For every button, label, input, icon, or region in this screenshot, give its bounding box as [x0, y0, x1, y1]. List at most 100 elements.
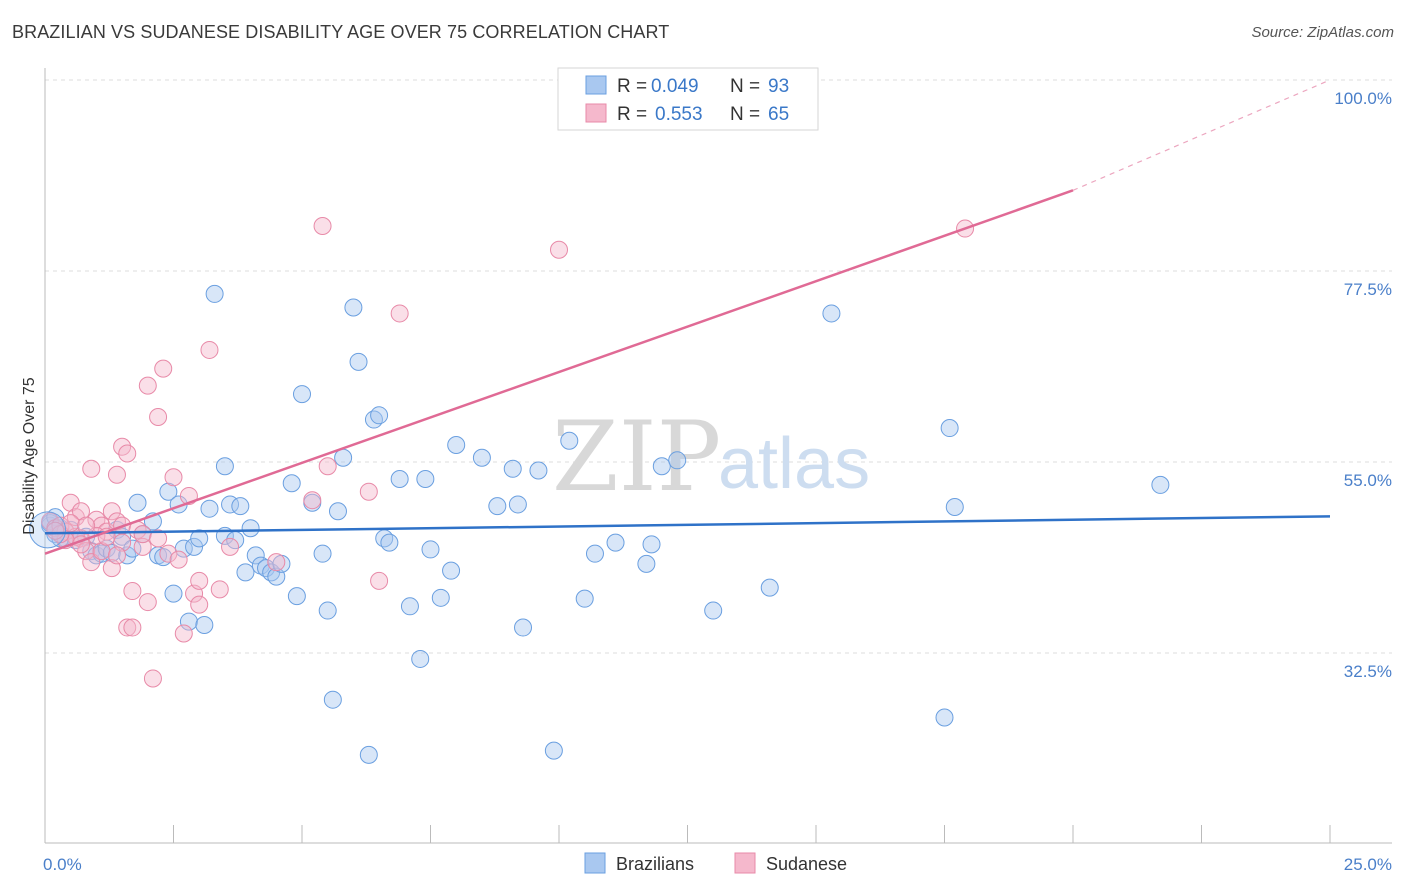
point-brazilians — [585, 544, 604, 563]
point-brazilians — [945, 497, 964, 516]
point-sudanese — [82, 459, 101, 478]
point-brazilians — [236, 563, 255, 582]
point-brazilians — [251, 556, 270, 575]
point-brazilians — [668, 451, 687, 470]
trend-lines — [44, 79, 1331, 555]
point-brazilians — [637, 554, 656, 573]
point-sudanese — [77, 516, 96, 535]
y-axis-label: Disability Age Over 75 — [21, 377, 38, 535]
legend-n-value: 65 — [768, 104, 789, 125]
x-tick-label: 0.0% — [43, 855, 82, 874]
legend-swatch-brazilians — [585, 75, 607, 95]
data-points — [29, 217, 1170, 764]
point-brazilians — [421, 540, 440, 559]
legend-swatch-sudanese — [585, 103, 607, 123]
point-sudanese — [164, 468, 183, 487]
point-sudanese — [190, 571, 209, 590]
point-sudanese — [149, 529, 168, 548]
point-brazilians — [205, 284, 224, 303]
bottom-legend-swatch-sudanese — [734, 852, 756, 874]
point-brazilians — [416, 469, 435, 488]
point-brazilians — [128, 493, 147, 512]
point-sudanese — [61, 514, 80, 533]
point-sudanese — [190, 595, 209, 614]
point-sudanese — [159, 544, 178, 563]
legend-n-label: N = — [730, 76, 760, 97]
point-sudanese — [71, 502, 90, 521]
point-brazilians — [195, 615, 214, 634]
point-brazilians — [334, 448, 353, 467]
point-brazilians — [323, 690, 342, 709]
bottom-legend-label-sudanese: Sudanese — [766, 854, 847, 874]
point-brazilians — [390, 469, 409, 488]
point-brazilians — [400, 597, 419, 616]
point-sudanese — [200, 340, 219, 359]
y-tick-label: 55.0% — [1344, 471, 1392, 490]
point-brazilians — [411, 649, 430, 668]
source-label: Source: ZipAtlas.com — [1251, 24, 1394, 41]
point-brazilians — [488, 497, 507, 516]
point-sudanese — [318, 457, 337, 476]
point-sudanese — [118, 444, 137, 463]
point-brazilians — [318, 601, 337, 620]
point-sudanese — [133, 537, 152, 556]
point-brazilians — [287, 587, 306, 606]
point-brazilians — [606, 533, 625, 552]
bottom-legend: Brazilians Sudanese — [584, 852, 847, 874]
point-sudanese — [174, 624, 193, 643]
watermark-atlas: atlas — [718, 424, 870, 504]
tick-labels: 32.5% 55.0% 77.5% 100.0% 0.0% 25.0% — [43, 89, 1392, 874]
point-sudanese — [133, 525, 152, 544]
point-sudanese — [107, 546, 126, 565]
chart-title: BRAZILIAN VS SUDANESE DISABILITY AGE OVE… — [12, 22, 670, 42]
point-brazilians — [380, 533, 399, 552]
point-brazilians — [503, 459, 522, 478]
point-brazilians — [164, 584, 183, 603]
point-brazilians — [704, 601, 723, 620]
point-brazilians — [472, 448, 491, 467]
point-sudanese — [149, 408, 168, 427]
point-sudanese — [359, 482, 378, 501]
point-brazilians — [185, 537, 204, 556]
point-brazilians — [359, 745, 378, 764]
bottom-legend-label-brazilians: Brazilians — [616, 854, 694, 874]
legend-n-value: 93 — [768, 76, 789, 97]
point-brazilians — [154, 548, 173, 567]
point-brazilians — [313, 544, 332, 563]
point-sudanese — [123, 618, 142, 637]
trend-line-brazilians — [44, 515, 1331, 535]
point-brazilians — [231, 497, 250, 516]
point-brazilians — [940, 419, 959, 438]
point-brazilians — [431, 588, 450, 607]
trend-line-sudanese-extension — [1072, 79, 1331, 191]
point-sudanese — [123, 582, 142, 601]
point-brazilians — [575, 589, 594, 608]
point-sudanese — [82, 553, 101, 572]
point-sudanese — [143, 669, 162, 688]
point-sudanese — [46, 521, 65, 540]
trend-line-sudanese — [44, 189, 1074, 555]
point-sudanese — [154, 359, 173, 378]
point-brazilians — [344, 298, 363, 317]
legend-r-label: R = — [617, 104, 647, 125]
point-brazilians — [760, 578, 779, 597]
x-tick-label: 25.0% — [1344, 855, 1392, 874]
legend-r-value: 0.553 — [655, 104, 703, 125]
point-brazilians — [442, 561, 461, 580]
point-sudanese — [107, 465, 126, 484]
y-tick-label: 100.0% — [1334, 89, 1392, 108]
point-brazilians — [179, 612, 198, 631]
legend: R = 0.049 N = 93 R = 0.553 N = 65 — [557, 67, 819, 131]
point-brazilians — [349, 352, 368, 371]
point-brazilians — [190, 529, 209, 548]
point-brazilians — [282, 474, 301, 493]
point-brazilians — [935, 708, 954, 727]
point-sudanese — [313, 217, 332, 236]
point-brazilians — [200, 499, 219, 518]
point-sudanese — [550, 240, 568, 259]
point-brazilians — [159, 482, 178, 501]
point-brazilians — [529, 461, 548, 480]
point-brazilians — [1151, 475, 1170, 494]
y-tick-label: 32.5% — [1344, 662, 1392, 681]
